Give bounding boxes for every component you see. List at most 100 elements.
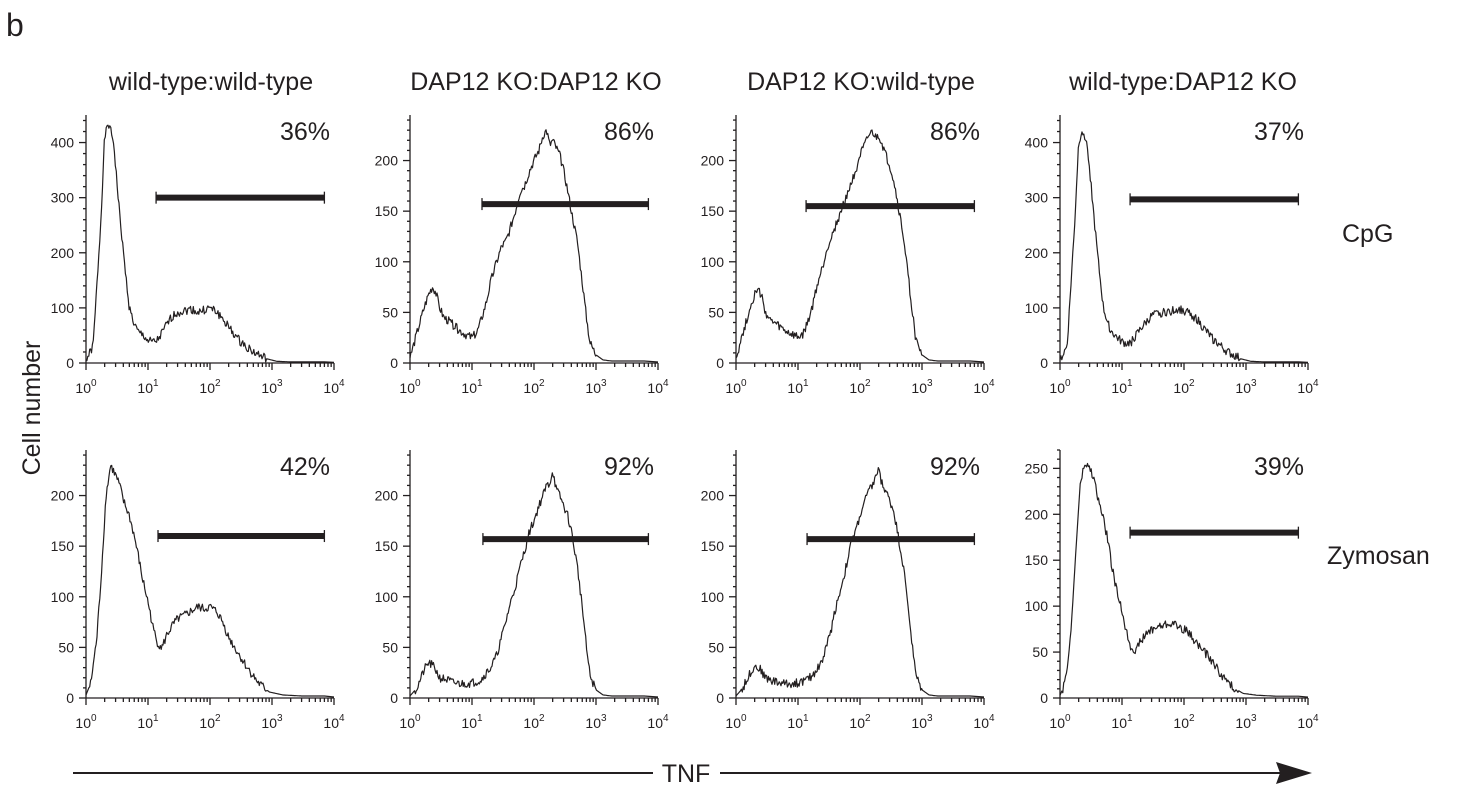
y-tick-label: 200 <box>51 488 75 504</box>
y-tick-label: 100 <box>51 300 75 316</box>
gate-percentage: 37% <box>1254 118 1304 146</box>
axes <box>79 115 335 370</box>
gate-percentage: 39% <box>1254 453 1304 481</box>
y-tick-label: 200 <box>1025 245 1049 261</box>
x-tick-label: 104 <box>323 713 345 731</box>
x-tick-label: 103 <box>911 378 933 396</box>
y-tick-label: 200 <box>1025 506 1049 522</box>
x-tick-label: 102 <box>199 713 221 731</box>
column-title-1: DAP12 KO:DAP12 KO <box>410 68 662 96</box>
x-tick-label: 103 <box>585 713 607 731</box>
y-tick-label: 50 <box>382 639 398 655</box>
panel-zymosan-dap12-ko-wild-type: 0 50 100 150 200 100 101 102 103 104 92% <box>701 450 995 731</box>
x-tick-label: 104 <box>973 713 995 731</box>
axes <box>403 115 659 370</box>
column-title-3: wild-type:DAP12 KO <box>1068 68 1297 96</box>
y-tick-label: 400 <box>51 135 75 151</box>
y-tick-label: 100 <box>701 589 725 605</box>
histogram-curve <box>85 464 335 698</box>
x-tick-label: 102 <box>1173 378 1195 396</box>
axes <box>403 450 659 705</box>
y-tick-label: 150 <box>51 538 75 554</box>
x-tick-label: 104 <box>323 378 345 396</box>
x-tick-label: 100 <box>725 713 747 731</box>
y-tick-label: 100 <box>1025 300 1049 316</box>
x-tick-label: 100 <box>725 378 747 396</box>
y-axis-label: Cell number <box>18 341 46 476</box>
x-tick-label: 104 <box>973 378 995 396</box>
y-tick-label: 0 <box>716 355 724 371</box>
y-tick-label: 100 <box>375 589 399 605</box>
column-title-2: DAP12 KO:wild-type <box>747 68 975 96</box>
x-tick-label: 102 <box>849 378 871 396</box>
y-tick-label: 150 <box>701 538 725 554</box>
y-tick-label: 100 <box>701 254 725 270</box>
panel-zymosan-wild-type-wild-type: 0 50 100 150 200 100 101 102 103 104 42% <box>51 450 345 731</box>
x-tick-label: 101 <box>137 378 159 396</box>
histogram-curve <box>735 467 985 698</box>
x-tick-label: 103 <box>261 713 283 731</box>
y-tick-label: 100 <box>1025 598 1049 614</box>
gate-marker <box>805 200 976 213</box>
histogram-curve <box>735 129 985 363</box>
x-tick-label: 103 <box>1235 378 1257 396</box>
y-tick-label: 0 <box>716 690 724 706</box>
x-tick-label: 101 <box>787 378 809 396</box>
x-tick-label: 104 <box>1297 713 1319 731</box>
y-tick-label: 0 <box>66 355 74 371</box>
y-tick-label: 150 <box>701 203 725 219</box>
panel-zymosan-wild-type-dap12-ko: 0 50 100 150 200 250 100 101 102 103 104 39% <box>1025 449 1319 731</box>
histogram-curve <box>409 472 659 698</box>
axes <box>1053 449 1309 705</box>
x-tick-label: 101 <box>461 713 483 731</box>
x-tick-label: 103 <box>1235 713 1257 731</box>
gate-marker <box>806 533 976 546</box>
y-tick-label: 50 <box>708 639 724 655</box>
x-tick-label: 104 <box>647 713 669 731</box>
x-tick-label: 101 <box>1111 713 1133 731</box>
y-tick-label: 50 <box>708 304 724 320</box>
panel-cpg-dap12-ko-wild-type: 0 50 100 150 200 100 101 102 103 104 86% <box>701 115 995 396</box>
y-tick-label: 100 <box>51 589 75 605</box>
panel-cpg-dap12-ko-dap12-ko: 0 50 100 150 200 100 101 102 103 104 86% <box>375 115 669 396</box>
y-tick-label: 50 <box>382 304 398 320</box>
y-tick-label: 0 <box>1040 690 1048 706</box>
x-tick-label: 102 <box>1173 713 1195 731</box>
panel-letter: b <box>6 7 24 43</box>
y-tick-label: 0 <box>66 690 74 706</box>
y-tick-label: 400 <box>1025 135 1049 151</box>
y-tick-label: 200 <box>701 153 725 169</box>
y-tick-label: 0 <box>1040 355 1048 371</box>
gate-marker <box>1129 193 1300 206</box>
y-tick-label: 50 <box>58 639 74 655</box>
x-tick-label: 102 <box>199 378 221 396</box>
gate-marker <box>155 191 326 204</box>
x-tick-label: 104 <box>1297 378 1319 396</box>
y-tick-label: 100 <box>375 254 399 270</box>
row-label-cpg: CpG <box>1342 220 1393 248</box>
y-tick-label: 150 <box>1025 552 1049 568</box>
y-tick-label: 200 <box>701 488 725 504</box>
x-axis-arrow <box>73 762 1312 784</box>
x-tick-label: 100 <box>75 713 97 731</box>
x-tick-label: 101 <box>137 713 159 731</box>
x-tick-label: 101 <box>787 713 809 731</box>
gate-marker <box>1129 526 1300 539</box>
x-tick-label: 103 <box>261 378 283 396</box>
x-tick-label: 104 <box>647 378 669 396</box>
y-tick-label: 150 <box>375 203 399 219</box>
x-tick-label: 103 <box>911 713 933 731</box>
axes <box>1053 115 1309 370</box>
histogram-curve <box>85 124 335 363</box>
x-tick-label: 103 <box>585 378 607 396</box>
y-tick-label: 200 <box>375 488 399 504</box>
x-tick-label: 100 <box>399 378 421 396</box>
gate-percentage: 36% <box>280 118 330 146</box>
axes <box>79 450 335 705</box>
y-tick-label: 200 <box>51 245 75 261</box>
gate-percentage: 86% <box>930 118 980 146</box>
